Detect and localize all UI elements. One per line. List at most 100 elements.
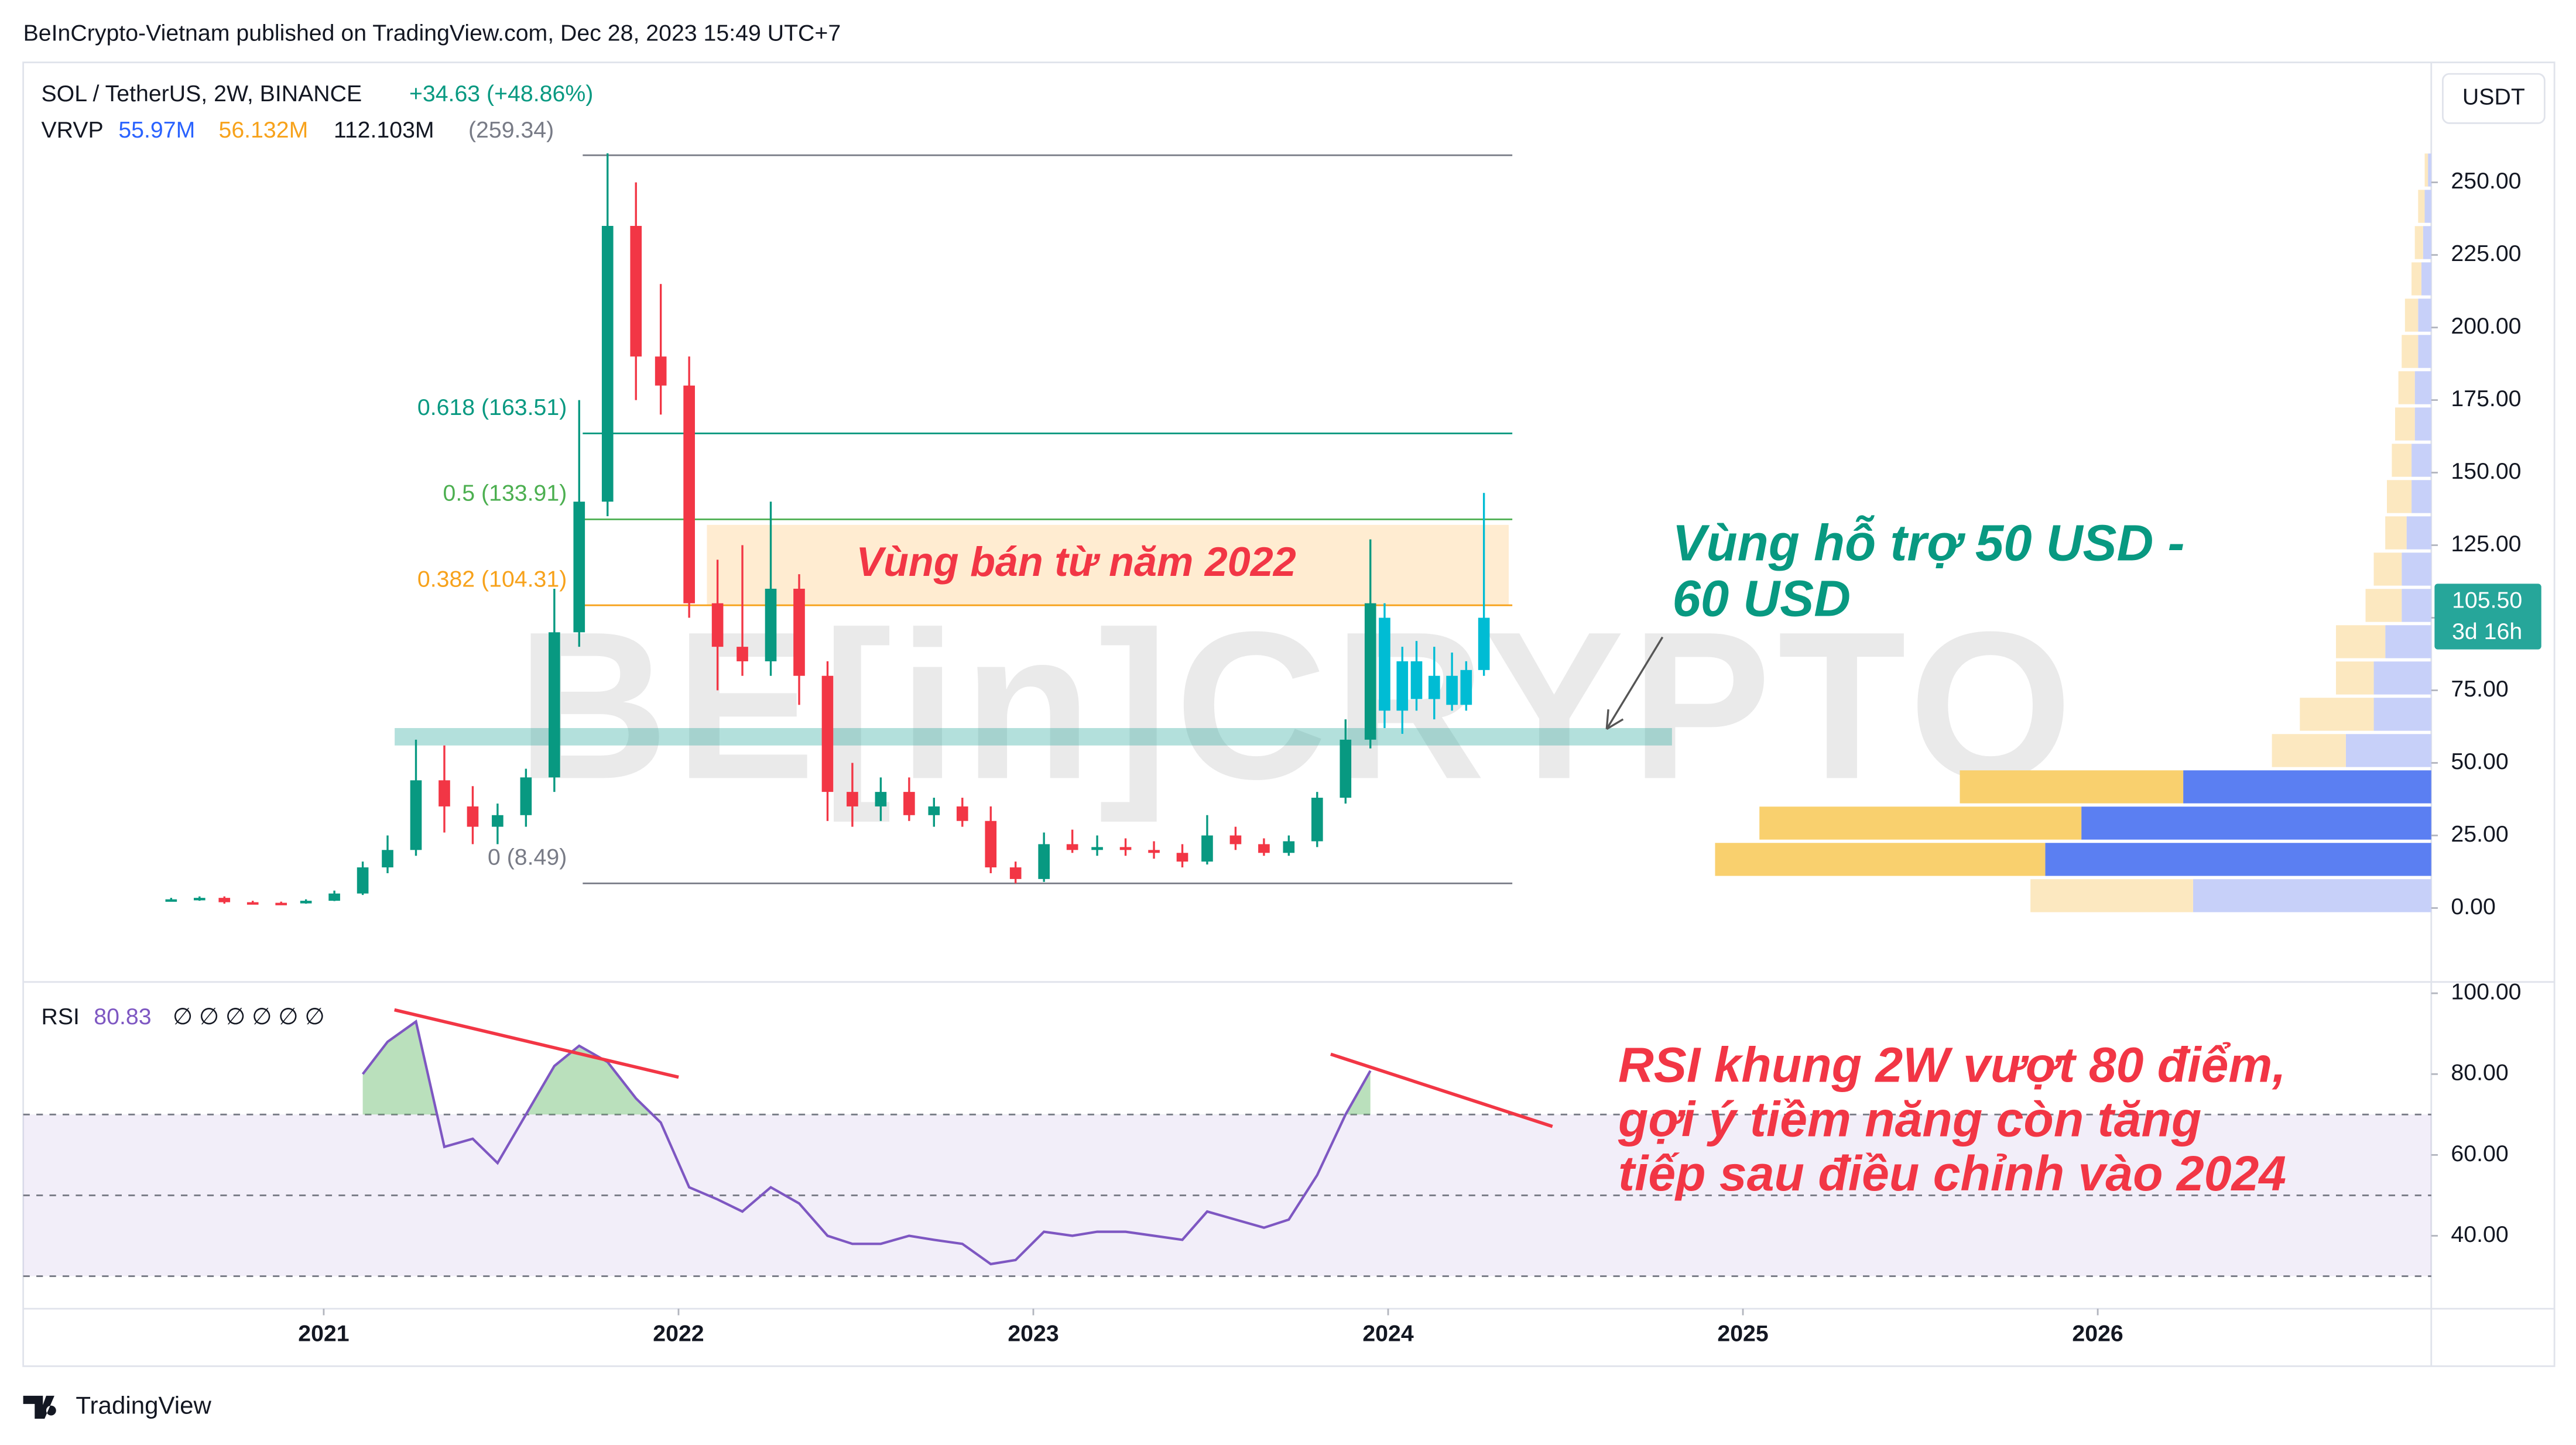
x-tick-label: 2021 (298, 1320, 349, 1346)
currency-button[interactable] (2441, 73, 2546, 124)
volume-down (1715, 843, 2046, 876)
candle-body (573, 502, 585, 633)
candle-body (357, 867, 369, 894)
x-tick-label: 2022 (653, 1320, 704, 1346)
volume-down (2424, 153, 2428, 187)
vrvp-up: 55.97M (118, 117, 195, 143)
rsi-params: ∅ ∅ ∅ ∅ ∅ ∅ (173, 1004, 325, 1029)
candle-body (492, 815, 503, 827)
fib-label: 0.5 (133.91) (443, 480, 567, 506)
volume-down (1960, 770, 2184, 804)
rsi-trendline (1330, 1052, 1553, 1128)
volume-down (2336, 661, 2374, 695)
zone-label: Vùng bán từ năm 2022 (856, 539, 1296, 585)
volume-down (2272, 734, 2346, 767)
volume-up (2428, 153, 2431, 187)
candle-body (382, 850, 393, 868)
rsi-trendline (394, 1008, 679, 1079)
candle-body (549, 632, 560, 778)
overbought-fill (362, 1021, 1371, 1115)
frame (22, 61, 2556, 1367)
price-tag (2434, 584, 2541, 650)
candle-body (765, 588, 777, 661)
volume-down (2387, 480, 2412, 513)
volume-up (2411, 480, 2431, 513)
candle-body (655, 356, 667, 386)
candle-body (1009, 867, 1022, 879)
candle-body (410, 780, 422, 850)
candle-body (439, 780, 450, 806)
candle-body (683, 385, 695, 603)
currency-label[interactable]: USDT (2462, 84, 2525, 110)
candle-body (194, 898, 205, 901)
y-tick-label: 225.00 (2451, 241, 2521, 266)
candle-body (1364, 603, 1376, 740)
fib-label: 0.618 (163.51) (417, 394, 567, 420)
candle-body (1428, 675, 1440, 699)
candle-body (1229, 835, 1242, 845)
volume-down (2404, 298, 2419, 332)
volume-up (2421, 262, 2431, 296)
rsi-annotation: gợi ý tiềm năng còn tăng (1618, 1092, 2201, 1147)
volume-up (2402, 589, 2431, 622)
candle-body (630, 225, 642, 357)
volume-up (2373, 698, 2431, 731)
candle-body (328, 893, 340, 901)
candle-body (985, 821, 997, 868)
volume-up (2414, 371, 2431, 404)
price-tag-value: 105.50 (2452, 588, 2522, 613)
volume-down (2392, 444, 2412, 477)
vrvp-extra: (259.34) (468, 117, 554, 143)
candle-body (711, 603, 724, 647)
x-tick-label: 2024 (1362, 1320, 1414, 1346)
fib-label: 0.382 (104.31) (417, 566, 567, 592)
footer-brand: TradingView (76, 1392, 211, 1419)
volume-up (2345, 734, 2431, 767)
candle-body (520, 777, 532, 815)
candle-body (793, 588, 805, 676)
x-tick-label: 2023 (1008, 1320, 1059, 1346)
candle-body (821, 675, 834, 792)
candle-body (847, 792, 858, 806)
rsi-y-tick-label: 80.00 (2451, 1060, 2508, 1086)
candle-body (218, 898, 231, 902)
volume-up (2183, 770, 2431, 804)
candle-body (1176, 853, 1188, 862)
candle-body (1201, 835, 1213, 862)
vrvp-name: VRVP (41, 117, 103, 143)
volume-up (2418, 335, 2431, 368)
candle-body (903, 792, 915, 815)
candle-body (1066, 844, 1078, 850)
rsi-name: RSI (41, 1004, 79, 1029)
volume-up (2414, 407, 2431, 441)
volume-up (2411, 444, 2431, 477)
zone (707, 524, 1509, 606)
rsi-value: 80.83 (94, 1004, 151, 1029)
candle-body (1410, 661, 1423, 699)
candle-body (300, 901, 312, 904)
volume-down (2300, 698, 2374, 731)
candle-body (1340, 739, 1352, 798)
candle-body (275, 902, 287, 905)
candle-body (1460, 670, 1472, 705)
volume-down (2030, 879, 2193, 912)
candle-body (1478, 617, 1490, 670)
volume-up (2424, 190, 2431, 223)
volume-up (2373, 661, 2431, 695)
candle-body (1311, 798, 1323, 842)
candle-body (928, 806, 940, 815)
candle-body (1091, 847, 1103, 850)
candle-body (601, 225, 614, 502)
vrvp-total: 112.103M (334, 117, 434, 143)
candle-body (737, 647, 748, 661)
rsi-y-tick-label: 100.00 (2451, 979, 2521, 1005)
volume-down (2418, 190, 2425, 223)
y-tick-label: 125.00 (2451, 531, 2521, 557)
rsi-band-fill (23, 1114, 2431, 1276)
candle-body (1379, 617, 1390, 711)
volume-down (2373, 552, 2402, 586)
candle-body (1283, 841, 1295, 853)
y-tick-label: 250.00 (2451, 168, 2521, 194)
